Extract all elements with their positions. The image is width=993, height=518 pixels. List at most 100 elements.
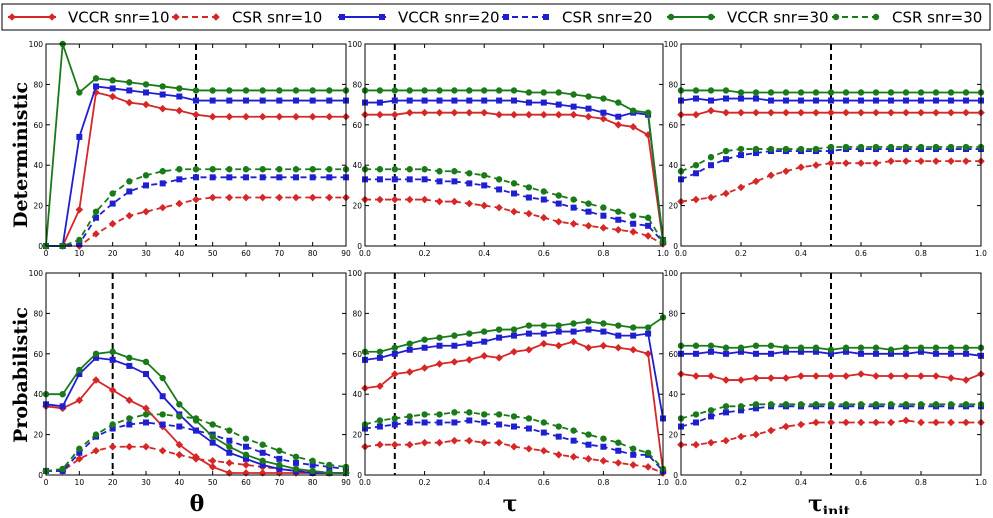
data-point	[292, 453, 300, 461]
data-point	[584, 343, 593, 352]
data-point	[783, 348, 789, 355]
data-point	[451, 342, 458, 349]
data-point	[126, 415, 133, 422]
data-point	[752, 177, 760, 186]
data-point	[902, 89, 910, 96]
data-point	[738, 407, 744, 414]
data-point	[555, 89, 562, 96]
legend-marker	[8, 13, 16, 21]
y-tick-label: 60	[352, 121, 362, 130]
data-point	[466, 170, 473, 177]
data-point	[555, 328, 562, 335]
data-point	[629, 461, 637, 469]
data-point	[193, 174, 199, 181]
data-point	[125, 442, 134, 451]
data-point	[208, 193, 217, 202]
data-point	[555, 200, 562, 207]
x-tick-label: 0.8	[597, 249, 609, 258]
data-point	[125, 211, 134, 220]
data-point	[309, 461, 316, 468]
data-point	[309, 166, 316, 173]
data-point	[525, 89, 533, 96]
data-point	[570, 204, 577, 211]
data-point	[540, 89, 547, 96]
data-point	[707, 87, 715, 94]
data-point	[948, 350, 954, 357]
x-tick-label: 0.2	[735, 249, 747, 258]
data-point	[887, 418, 895, 427]
data-point	[209, 421, 216, 428]
data-point	[243, 455, 249, 462]
data-point	[947, 401, 955, 408]
data-point	[126, 87, 133, 94]
data-point	[225, 112, 234, 121]
data-point	[292, 87, 300, 94]
data-point	[692, 440, 700, 449]
data-point	[615, 216, 622, 223]
data-point	[176, 85, 183, 92]
data-point	[159, 393, 166, 400]
data-point	[887, 401, 895, 408]
data-point	[176, 413, 183, 420]
data-point	[259, 457, 266, 465]
legend-label: VCCR snr=20	[398, 9, 500, 27]
legend-marker	[172, 13, 180, 21]
legend-frame	[1, 3, 991, 31]
y-tick-label: 100	[664, 269, 679, 278]
data-point	[293, 97, 299, 104]
x-tick-label: 0.4	[795, 478, 807, 487]
data-point	[932, 89, 940, 96]
data-point	[406, 346, 413, 353]
data-point	[962, 89, 970, 96]
legend-item-csr-snr-10: CSR snr=10	[172, 9, 322, 27]
data-point	[391, 415, 398, 422]
data-point	[738, 95, 744, 102]
data-point	[109, 425, 116, 432]
data-point	[126, 79, 133, 86]
data-point	[376, 166, 384, 173]
y-tick-label: 20	[33, 431, 43, 440]
data-point	[555, 433, 562, 440]
data-point	[466, 409, 473, 416]
data-point	[828, 97, 834, 104]
data-point	[843, 97, 849, 104]
y-tick-label: 80	[352, 80, 362, 89]
data-point	[752, 342, 760, 349]
x-tick-label: 80	[308, 478, 318, 487]
data-point	[276, 455, 283, 462]
data-point	[258, 193, 267, 202]
data-point	[276, 87, 283, 94]
legend-marker	[832, 13, 840, 21]
data-point	[481, 182, 488, 189]
data-point	[242, 87, 250, 94]
data-point	[92, 446, 100, 455]
data-point	[376, 417, 384, 424]
data-point	[376, 99, 383, 106]
plot-frame	[45, 43, 347, 247]
data-point	[614, 459, 623, 467]
data-point	[159, 421, 166, 428]
x-tick-label: 1.0	[657, 478, 669, 487]
data-point	[585, 326, 592, 333]
data-point	[143, 89, 149, 96]
data-point	[192, 455, 200, 463]
panel-deterministic-: 0.0 0.2 0.4 0.6 0.8 1.0 0 20 40 60 80 100	[348, 40, 670, 258]
data-point	[405, 440, 414, 449]
data-point	[126, 354, 133, 362]
data-point	[242, 451, 250, 458]
data-point	[243, 174, 249, 181]
data-point	[525, 415, 533, 422]
y-tick-label: 0	[357, 242, 362, 251]
data-point	[76, 445, 83, 452]
x-tick-label: 70	[275, 478, 285, 487]
data-point	[872, 89, 880, 96]
data-point	[614, 343, 623, 352]
series-csr-snr-10	[361, 195, 667, 248]
data-point	[570, 328, 577, 335]
data-point	[75, 396, 84, 405]
data-point	[962, 344, 970, 351]
data-point	[872, 401, 880, 408]
series-csr-snr-10	[677, 416, 985, 449]
data-point	[209, 439, 216, 446]
data-point	[276, 447, 283, 454]
